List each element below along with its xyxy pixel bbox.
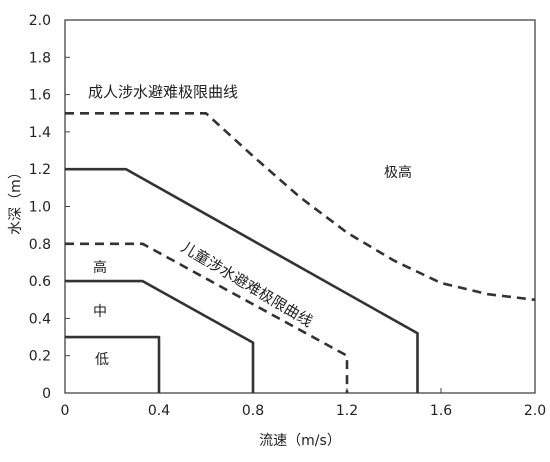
x-tick-label: 0 <box>61 403 70 419</box>
x-tick-labels: 0 0.4 0.8 1.2 1.6 2.0 <box>61 403 547 419</box>
x-tick-label: 2.0 <box>524 403 546 419</box>
x-tick-label: 1.2 <box>336 403 358 419</box>
dashed-curve-0 <box>65 112 536 302</box>
zone-medium-label: 中 <box>93 304 107 320</box>
y-axis-title: 水深（m） <box>8 165 24 235</box>
y-tick-label: 1.6 <box>29 88 51 104</box>
x-tick-label: 1.6 <box>430 403 452 419</box>
y-tick-label: 0.2 <box>29 349 51 365</box>
y-tick-label: 0 <box>42 386 51 402</box>
y-tick-label: 0.6 <box>29 274 51 290</box>
solid-curve-1 <box>65 167 419 393</box>
y-tick-label: 1.2 <box>29 162 51 178</box>
y-tick-label: 1.0 <box>29 200 51 216</box>
y-tick-label: 1.8 <box>29 50 51 66</box>
y-tick-label: 2.0 <box>29 13 51 29</box>
curves <box>65 112 536 393</box>
y-tick-label: 0.8 <box>29 237 51 253</box>
x-axis-title: 流速（m/s） <box>259 433 341 449</box>
y-tick-label: 1.4 <box>29 125 51 141</box>
zone-high-label: 高 <box>93 259 107 276</box>
zone-very-high-label: 极高 <box>384 164 412 181</box>
y-tick-label: 0.4 <box>29 311 51 327</box>
child-curve-label: 儿童涉水避难极限曲线 <box>178 238 316 331</box>
solid-curve-3 <box>65 279 255 393</box>
y-tick-labels: 0 0.2 0.4 0.6 0.8 1.0 1.2 1.4 1.6 1.8 2.0 <box>29 13 51 402</box>
solid-curve-4 <box>65 335 161 393</box>
zone-low-label: 低 <box>95 352 109 368</box>
dashed-curve-2 <box>65 242 349 393</box>
adult-curve-label: 成人涉水避难极限曲线 <box>88 83 238 101</box>
x-tick-label: 0.4 <box>148 403 170 419</box>
x-tick-label: 0.8 <box>242 403 264 419</box>
